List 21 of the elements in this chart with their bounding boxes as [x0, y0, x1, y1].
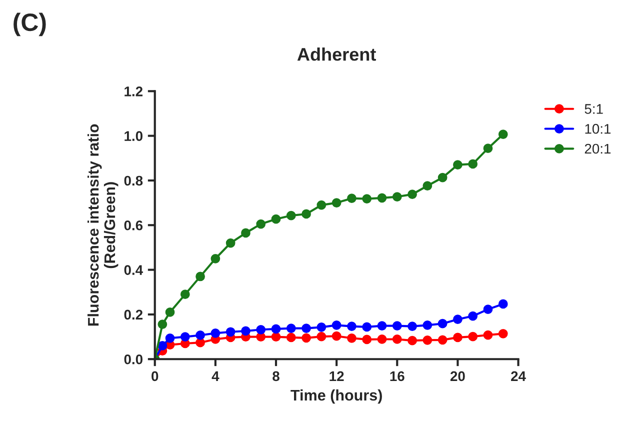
- y-tick-label: 0.2: [124, 310, 143, 320]
- y-tick-label: 1.2: [124, 86, 143, 96]
- x-tick-label: 12: [330, 371, 344, 381]
- x-tick-label: 8: [272, 371, 280, 382]
- y-axis-title: Fluorescence intensity ratio (Red/Green): [88, 124, 118, 326]
- x-axis-title: Time (hours): [290, 389, 382, 404]
- legend-label: 5:1: [584, 104, 603, 114]
- x-tick-label: 0: [152, 371, 158, 382]
- legend-label: 20:1: [584, 144, 611, 154]
- chart-title: Adherent: [297, 48, 376, 61]
- y-tick-label: 0.6: [124, 220, 143, 230]
- y-tick-label: 0.4: [124, 265, 143, 275]
- y-tick-label: 0.8: [124, 176, 143, 186]
- y-tick-label: 1.0: [124, 131, 142, 141]
- x-tick-label: 16: [390, 371, 404, 382]
- y-tick-label: 0.0: [124, 354, 142, 364]
- legend-label: 10:1: [585, 124, 611, 134]
- x-tick-label: 4: [212, 371, 220, 381]
- text: (C): [14, 12, 46, 36]
- x-tick-label: 20: [450, 371, 465, 382]
- x-tick-label: 24: [511, 371, 526, 381]
